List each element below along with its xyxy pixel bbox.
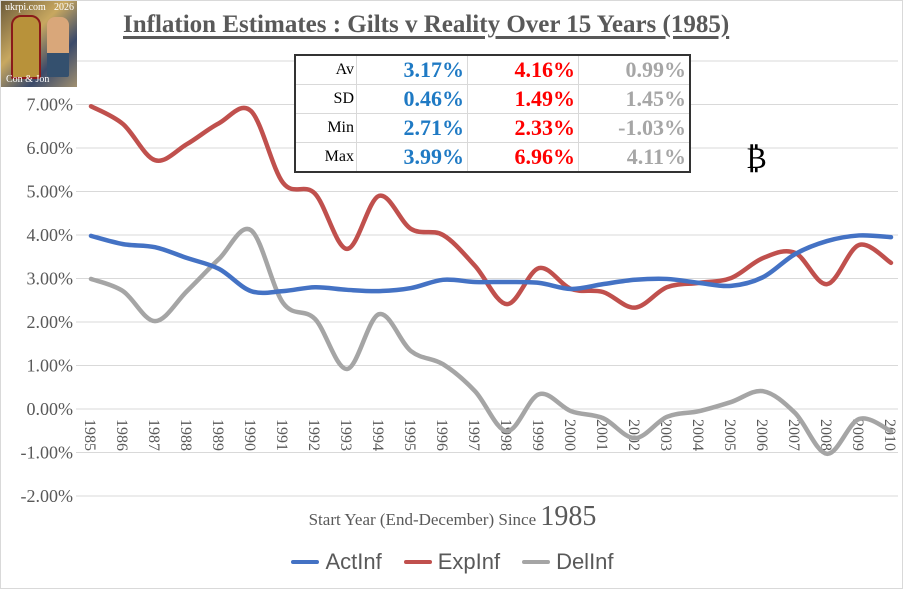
stats-row: Av 3.17% 4.16% 0.99% [294, 54, 691, 85]
bitcoin-symbol: ₿ [746, 141, 767, 176]
x-tick-label: 2003 [657, 419, 674, 451]
legend-item-expinf: ExpInf [403, 549, 501, 575]
x-tick-label: 1993 [337, 419, 354, 451]
x-tick-label: 1999 [529, 419, 546, 451]
x-tick-label: 2000 [561, 419, 578, 451]
legend-label: ActInf [325, 549, 382, 574]
y-tick-label: 7.00% [27, 95, 74, 115]
stat-exp-value: 1.49% [467, 84, 579, 114]
legend-swatch [522, 560, 551, 564]
x-tick-label: 1986 [113, 419, 130, 451]
x-tick-label: 1992 [305, 419, 322, 451]
legend: ActInf ExpInf DelInf [1, 549, 902, 575]
x-tick-label: 2008 [817, 419, 834, 451]
legend-swatch [403, 560, 432, 564]
series-line-actinf [88, 233, 894, 296]
x-tick-label: 1996 [433, 419, 450, 451]
chart-title: Inflation Estimates : Gilts v Reality Ov… [123, 11, 730, 38]
x-tick-label: 1994 [369, 419, 386, 451]
y-tick-label: 2.00% [27, 312, 74, 332]
stat-act-value: 3.99% [356, 142, 468, 173]
x-tick-label: 1985 [81, 419, 98, 451]
legend-item-delinf: DelInf [522, 549, 614, 575]
y-tick-label: -1.00% [21, 443, 74, 463]
stat-act-value: 0.46% [356, 84, 468, 114]
stat-label: Av [294, 54, 357, 85]
x-tick-label: 2001 [593, 419, 610, 451]
x-axis-title: Start Year (End-December) Since 1985 [1, 501, 902, 533]
y-tick-label: 0.00% [27, 399, 74, 419]
logo-year: 2026 [54, 2, 74, 13]
y-tick-label: -2.00% [21, 486, 74, 506]
stat-exp-value: 4.16% [467, 54, 579, 85]
king-figure [11, 15, 41, 79]
series-line-delinf [88, 226, 894, 457]
y-tick-label: 5.00% [27, 182, 74, 202]
x-tick-label: 1997 [465, 419, 482, 451]
x-tick-label: 2007 [785, 419, 802, 451]
x-tick-label: 1990 [241, 419, 258, 451]
man-figure [47, 17, 69, 77]
legend-item-actinf: ActInf [291, 549, 382, 575]
y-tick-label: 4.00% [27, 225, 74, 245]
stats-row: Max 3.99% 6.96% 4.11% [294, 142, 691, 173]
logo-site: ukrpi.com [5, 2, 46, 13]
stat-act-value: 2.71% [356, 113, 468, 143]
stat-del-value: 4.11% [578, 142, 691, 173]
x-tick-label: 2010 [881, 419, 898, 451]
legend-label: DelInf [556, 549, 614, 574]
stat-exp-value: 6.96% [467, 142, 579, 173]
x-tick-label: 2006 [753, 419, 770, 451]
stat-del-value: 1.45% [578, 84, 691, 114]
series-line-expinf [88, 103, 894, 310]
x-tick-label: 1991 [273, 419, 290, 451]
y-tick-label: 6.00% [27, 138, 74, 158]
x-axis-label: Start Year (End-December) Since [308, 510, 537, 529]
x-tick-label: 2004 [689, 419, 706, 451]
logo-image: ukrpi.com 2026 Con & Jon [1, 1, 77, 87]
stat-label: SD [294, 84, 357, 114]
x-tick-label: 1995 [401, 419, 418, 451]
stat-del-value: 0.99% [578, 54, 691, 85]
x-tick-label: 2005 [721, 419, 738, 451]
stats-row: SD 0.46% 1.49% 1.45% [294, 84, 691, 114]
stat-label: Max [294, 142, 357, 173]
legend-label: ExpInf [437, 549, 501, 574]
legend-swatch [291, 560, 320, 564]
y-tick-label: 1.00% [27, 356, 74, 376]
x-tick-label: 2002 [625, 419, 642, 451]
stat-label: Min [294, 113, 357, 143]
stat-exp-value: 2.33% [467, 113, 579, 143]
stat-act-value: 3.17% [356, 54, 468, 85]
x-tick-label: 1988 [177, 419, 194, 451]
y-tick-label: 3.00% [27, 269, 74, 289]
x-tick-label: 1989 [209, 419, 226, 451]
x-tick-label: 1987 [145, 419, 162, 451]
stats-table: Av 3.17% 4.16% 0.99% SD 0.46% 1.49% 1.45% Min 2.7… [294, 54, 691, 173]
logo-credit: Con & Jon [6, 74, 50, 85]
stats-row: Min 2.71% 2.33% -1.03% [294, 113, 691, 143]
x-axis-year: 1985 [540, 501, 597, 532]
stat-del-value: -1.03% [578, 113, 691, 143]
